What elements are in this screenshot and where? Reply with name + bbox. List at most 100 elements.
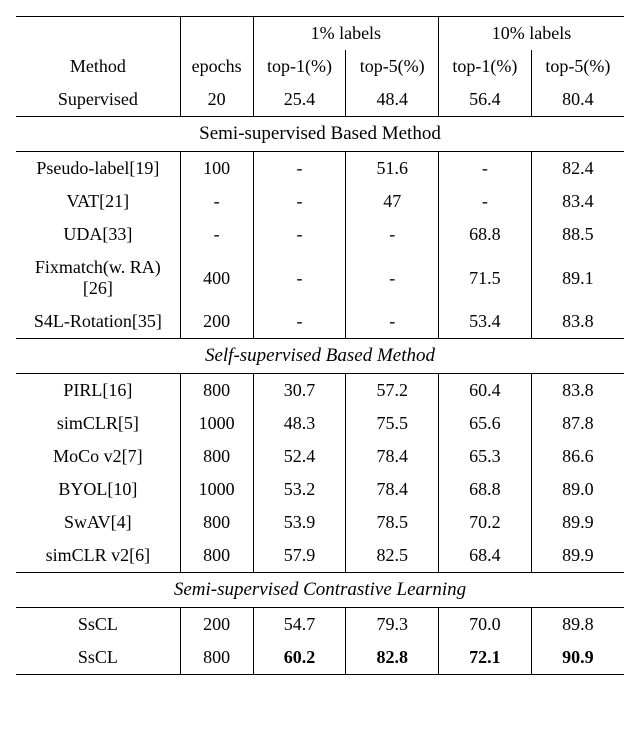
- cell: 52.4: [253, 440, 346, 473]
- section-title: Semi-supervised Based Method: [16, 117, 624, 152]
- cell: -: [180, 185, 253, 218]
- cell: 48.3: [253, 407, 346, 440]
- cell: 72.1: [439, 641, 532, 675]
- cell: 86.6: [531, 440, 624, 473]
- cell: 53.4: [439, 305, 532, 339]
- cell: 70.2: [439, 506, 532, 539]
- method-name: S4L-Rotation[35]: [16, 305, 180, 339]
- method-name: UDA[33]: [16, 218, 180, 251]
- cell: -: [253, 218, 346, 251]
- table-row: Fixmatch(w. RA)[26]400--71.589.1: [16, 251, 624, 305]
- cell: 48.4: [346, 83, 439, 117]
- table-row: Pseudo-label[19]100-51.6-82.4: [16, 152, 624, 186]
- table-row: Self-supervised Based Method: [16, 339, 624, 374]
- method-name: Fixmatch(w. RA)[26]: [16, 251, 180, 305]
- cell: 68.8: [439, 218, 532, 251]
- method-name: Pseudo-label[19]: [16, 152, 180, 186]
- cell: 800: [180, 506, 253, 539]
- cell: 57.9: [253, 539, 346, 573]
- table-row: Semi-supervised Contrastive Learning: [16, 573, 624, 608]
- header-top1: top-1(%): [253, 50, 346, 83]
- cell: 20: [180, 83, 253, 117]
- method-name: PIRL[16]: [16, 374, 180, 408]
- cell: 90.9: [531, 641, 624, 675]
- cell: 57.2: [346, 374, 439, 408]
- section-title: Semi-supervised Contrastive Learning: [16, 573, 624, 608]
- cell: -: [346, 251, 439, 305]
- table-row: Semi-supervised Based Method: [16, 117, 624, 152]
- cell: 53.9: [253, 506, 346, 539]
- cell: 83.8: [531, 305, 624, 339]
- cell: 78.5: [346, 506, 439, 539]
- cell: 51.6: [346, 152, 439, 186]
- cell: 200: [180, 608, 253, 642]
- cell: 800: [180, 539, 253, 573]
- cell: 71.5: [439, 251, 532, 305]
- cell: 88.5: [531, 218, 624, 251]
- method-name: SsCL: [16, 641, 180, 675]
- cell: 54.7: [253, 608, 346, 642]
- table-row: 1% labels10% labels: [16, 17, 624, 51]
- cell: 1000: [180, 407, 253, 440]
- table-body: 1% labels10% labelsMethodepochstop-1(%)t…: [16, 17, 624, 675]
- cell: 100: [180, 152, 253, 186]
- cell: -: [439, 185, 532, 218]
- table-row: UDA[33]---68.888.5: [16, 218, 624, 251]
- cell: 75.5: [346, 407, 439, 440]
- table-row: SsCL80060.282.872.190.9: [16, 641, 624, 675]
- cell: 82.4: [531, 152, 624, 186]
- cell: 89.9: [531, 539, 624, 573]
- results-table: 1% labels10% labelsMethodepochstop-1(%)t…: [16, 16, 624, 675]
- cell: -: [253, 185, 346, 218]
- cell: -: [253, 251, 346, 305]
- cell: 83.8: [531, 374, 624, 408]
- table-row: Supervised2025.448.456.480.4: [16, 83, 624, 117]
- table-row: S4L-Rotation[35]200--53.483.8: [16, 305, 624, 339]
- cell: 78.4: [346, 440, 439, 473]
- header-top5: top-5(%): [346, 50, 439, 83]
- cell: 800: [180, 374, 253, 408]
- cell: 89.9: [531, 506, 624, 539]
- table-row: BYOL[10]100053.278.468.889.0: [16, 473, 624, 506]
- method-name: MoCo v2[7]: [16, 440, 180, 473]
- table-row: simCLR[5]100048.375.565.687.8: [16, 407, 624, 440]
- cell: 800: [180, 641, 253, 675]
- table-row: simCLR v2[6]80057.982.568.489.9: [16, 539, 624, 573]
- cell: 47: [346, 185, 439, 218]
- cell: 78.4: [346, 473, 439, 506]
- method-name: SwAV[4]: [16, 506, 180, 539]
- cell: 56.4: [439, 83, 532, 117]
- table-row: Methodepochstop-1(%)top-5(%)top-1(%)top-…: [16, 50, 624, 83]
- method-name: VAT[21]: [16, 185, 180, 218]
- section-title: Self-supervised Based Method: [16, 339, 624, 374]
- cell: 87.8: [531, 407, 624, 440]
- cell: 82.8: [346, 641, 439, 675]
- method-name: simCLR[5]: [16, 407, 180, 440]
- cell: 200: [180, 305, 253, 339]
- cell: -: [346, 218, 439, 251]
- cell: 70.0: [439, 608, 532, 642]
- method-name: SsCL: [16, 608, 180, 642]
- header-top5: top-5(%): [531, 50, 624, 83]
- cell: 1000: [180, 473, 253, 506]
- supervised-name: Supervised: [16, 83, 180, 117]
- table-row: SwAV[4]80053.978.570.289.9: [16, 506, 624, 539]
- cell: -: [253, 305, 346, 339]
- cell: -: [180, 218, 253, 251]
- cell: 89.1: [531, 251, 624, 305]
- table-row: VAT[21]--47-83.4: [16, 185, 624, 218]
- cell: 83.4: [531, 185, 624, 218]
- cell: -: [439, 152, 532, 186]
- cell: 53.2: [253, 473, 346, 506]
- cell: -: [253, 152, 346, 186]
- method-name: simCLR v2[6]: [16, 539, 180, 573]
- header-epochs: epochs: [180, 50, 253, 83]
- header-top1: top-1(%): [439, 50, 532, 83]
- cell: 68.4: [439, 539, 532, 573]
- cell: 65.6: [439, 407, 532, 440]
- cell: 60.2: [253, 641, 346, 675]
- cell: 400: [180, 251, 253, 305]
- header-10pct: 10% labels: [439, 17, 624, 51]
- table-row: SsCL20054.779.370.089.8: [16, 608, 624, 642]
- cell: 80.4: [531, 83, 624, 117]
